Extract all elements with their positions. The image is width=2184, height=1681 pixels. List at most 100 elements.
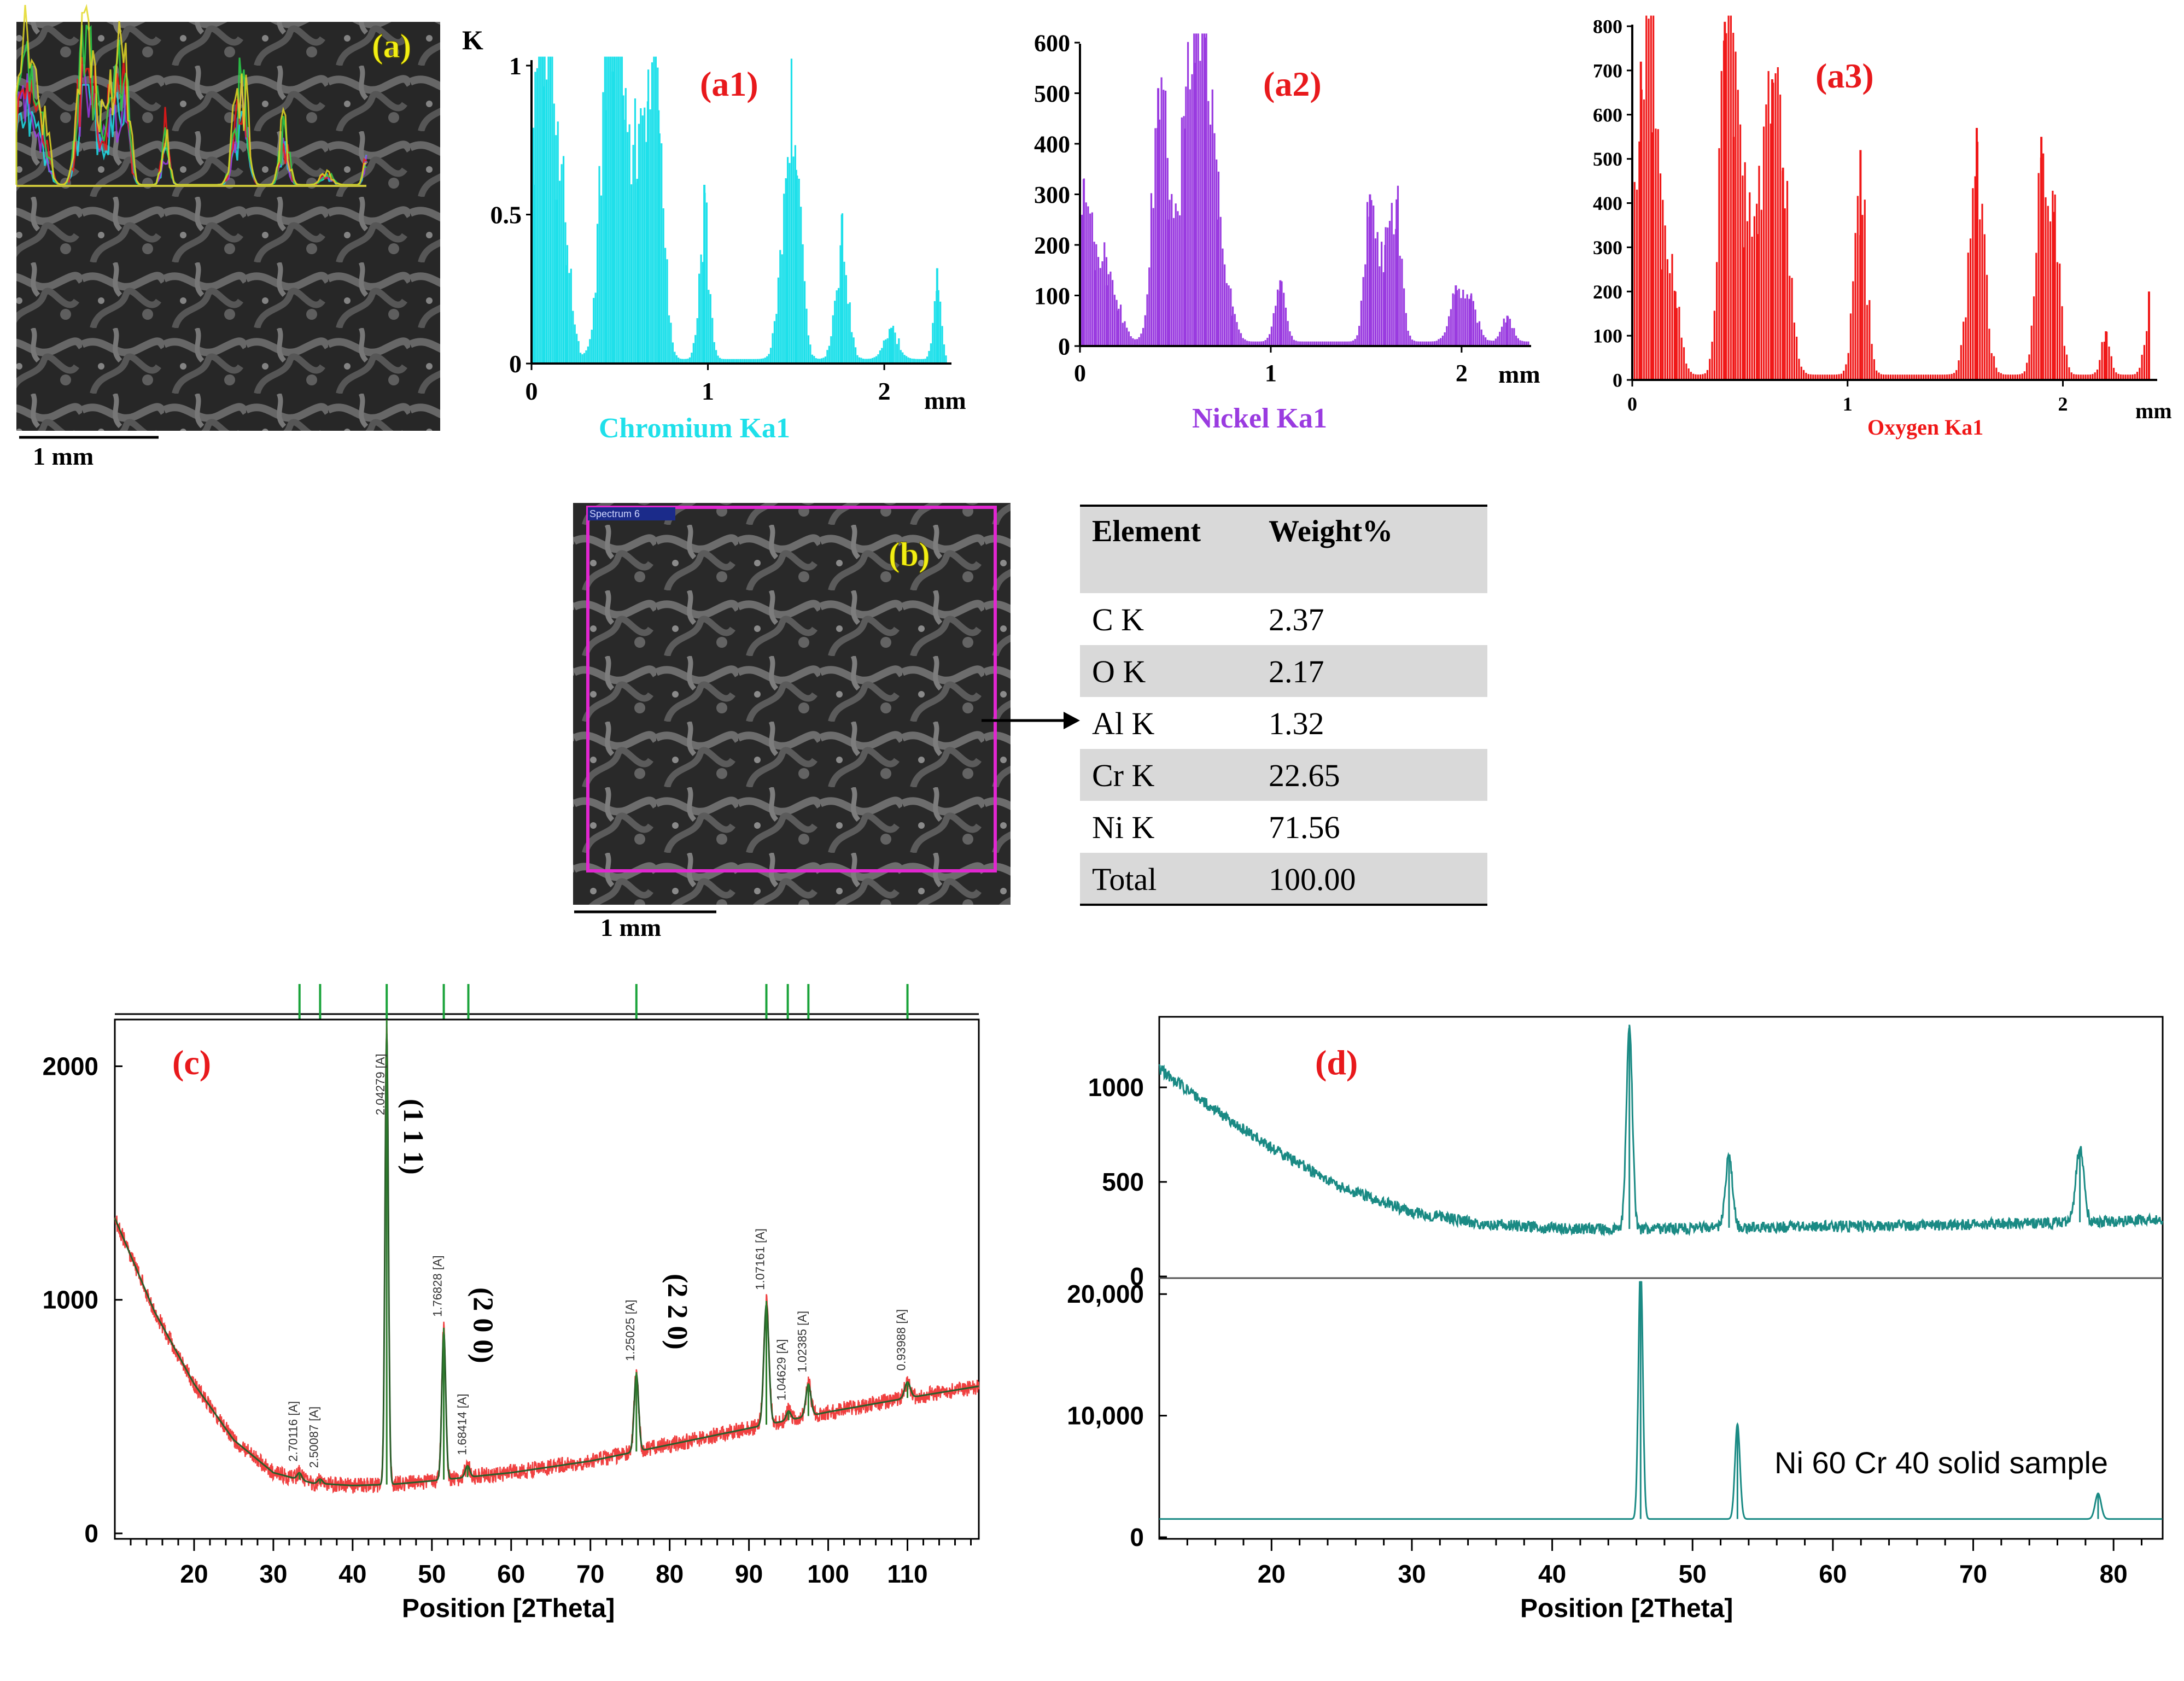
o-bar: [1680, 337, 1683, 380]
o-bar: [1735, 51, 1737, 380]
ni-bar: [1525, 341, 1527, 346]
cr-bar: [728, 359, 731, 364]
cr-bar: [807, 335, 810, 364]
ni-bar: [1432, 341, 1434, 346]
cr-bar: [881, 348, 883, 364]
scale-bar-b-label: 1 mm: [600, 913, 661, 941]
cr-bar: [668, 315, 670, 364]
ni-bar: [1460, 298, 1462, 346]
cr-bar: [711, 318, 714, 364]
ni-bar: [1113, 295, 1116, 346]
ni-bar: [1444, 332, 1446, 346]
ni-bar: [1513, 328, 1515, 346]
ni-bar: [1222, 248, 1224, 346]
cr-bar: [862, 359, 864, 364]
ni-bar: [1256, 341, 1258, 346]
ni-bar: [1305, 341, 1307, 346]
o-bar: [1941, 374, 1943, 380]
o-bar: [2026, 362, 2028, 380]
cr-bar: [924, 359, 926, 364]
ni-bar: [1468, 298, 1470, 346]
panel-b-tag: (b): [889, 536, 930, 573]
o-bar: [1669, 273, 1671, 380]
o-bar: [1899, 374, 1901, 380]
y-tick-label: 0.5: [490, 201, 522, 229]
cr-bar: [576, 333, 578, 364]
spectrum-box-label: Spectrum 6: [589, 508, 640, 519]
o-bar: [1746, 221, 1749, 380]
ni-bar: [1254, 341, 1257, 346]
cr-bar: [739, 359, 742, 364]
ni-bar: [1376, 232, 1379, 346]
o-bar: [1946, 374, 1948, 380]
o-bar: [2014, 374, 2016, 380]
cr-bar: [920, 359, 922, 364]
cr-bar: [634, 98, 636, 364]
o-bar: [1995, 367, 1998, 380]
cr-bar: [705, 202, 708, 364]
c-xlabel: Position [2Theta]: [402, 1594, 615, 1623]
cr-bar: [666, 259, 668, 364]
y-tick-label: 400: [1593, 192, 1622, 214]
o-bar: [1648, 19, 1650, 380]
ni-bar: [1488, 340, 1491, 346]
ni-bar: [1446, 326, 1448, 346]
o-bar: [1871, 344, 1873, 380]
cr-bar: [638, 124, 640, 364]
o-bar: [2119, 374, 2122, 380]
cr-bar: [773, 321, 776, 364]
cr-bar: [598, 166, 600, 364]
o-bar: [1868, 300, 1871, 380]
o-bar: [1770, 124, 1772, 380]
cr-bar: [903, 355, 906, 364]
d-x-tick-label: 30: [1398, 1560, 1426, 1588]
o-bar: [2084, 374, 2087, 380]
cr-bar: [830, 336, 832, 364]
ni-bar: [1429, 341, 1432, 346]
ni-bar: [1150, 193, 1153, 346]
o-bar: [1683, 347, 1685, 380]
o-bar: [1765, 104, 1767, 380]
cr-bar: [933, 301, 936, 364]
cr-bar: [839, 245, 842, 364]
c-x-tick-label: 30: [259, 1560, 287, 1588]
ni-bar: [1474, 309, 1476, 346]
o-bar: [1767, 71, 1770, 380]
o-bar: [1809, 374, 1812, 380]
ni-bar: [1287, 321, 1289, 346]
o-bar: [1749, 192, 1751, 380]
o-bar: [1866, 304, 1868, 380]
ni-bar: [1138, 337, 1140, 346]
c-fitted-pattern: [114, 1033, 979, 1486]
o-bar: [1774, 73, 1777, 380]
ni-bar: [1087, 206, 1089, 346]
ni-bar: [1154, 128, 1157, 346]
o-bar: [1802, 370, 1805, 380]
d-bottom-y-tick-label: 0: [1130, 1523, 1144, 1551]
o-bar: [1876, 370, 1878, 380]
o-bar: [2096, 370, 2099, 380]
cr-bar: [803, 281, 806, 364]
ni-bar: [1225, 283, 1228, 346]
c-x-tick-label: 110: [887, 1560, 927, 1588]
o-bar: [2012, 374, 2014, 380]
ni-bar: [1358, 326, 1360, 346]
cr-bar: [679, 359, 681, 364]
y-tick-label: 0: [1613, 370, 1622, 391]
o-bar: [1873, 359, 1876, 380]
ni-bar: [1466, 294, 1468, 346]
ni-bar: [1373, 205, 1375, 346]
a2-title: (a2): [1263, 65, 1322, 103]
c-x-tick-label: 80: [656, 1560, 684, 1588]
ni-bar: [1419, 341, 1422, 346]
o-bar: [1739, 124, 1742, 380]
ni-bar: [1519, 340, 1521, 346]
ni-bar: [1146, 294, 1148, 346]
o-bar: [2045, 197, 2047, 380]
ni-bar: [1381, 242, 1383, 346]
o-bar: [2089, 374, 2092, 380]
o-bar: [1986, 274, 1988, 380]
ni-bar: [1207, 101, 1210, 346]
o-bar: [1687, 368, 1690, 380]
ni-bar: [1505, 322, 1507, 346]
